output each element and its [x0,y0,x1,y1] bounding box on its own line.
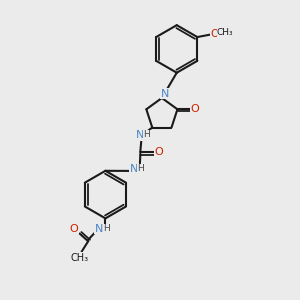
Text: H: H [144,130,150,140]
Text: N: N [130,164,138,174]
Text: N: N [161,89,169,99]
Text: O: O [70,224,79,234]
Text: O: O [190,104,199,114]
Text: N: N [95,224,103,234]
Text: N: N [136,130,145,140]
Text: CH₃: CH₃ [70,253,88,262]
Text: H: H [103,224,110,233]
Text: O: O [154,147,163,157]
Text: CH₃: CH₃ [217,28,234,37]
Text: H: H [138,164,144,173]
Text: O: O [210,29,218,39]
